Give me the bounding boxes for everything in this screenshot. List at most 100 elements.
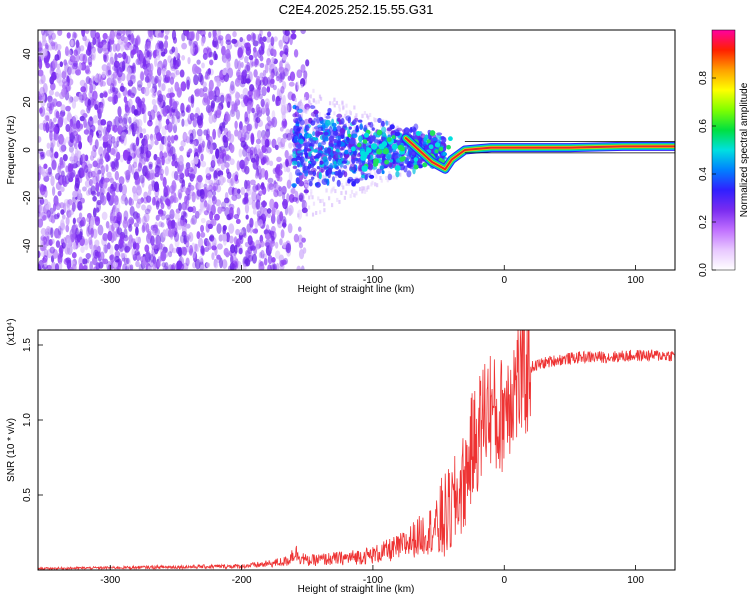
- heatmap-cell: [370, 182, 373, 187]
- heatmap-cell: [353, 126, 356, 131]
- heatmap-cell: [62, 81, 69, 88]
- snr-series: [38, 330, 675, 570]
- heatmap-cell: [246, 151, 252, 162]
- heatmap-cell: [291, 183, 297, 188]
- heatmap-cell: [225, 113, 231, 122]
- heatmap-cell: [150, 137, 154, 148]
- heatmap-cell: [314, 143, 317, 148]
- heatmap-cell: [87, 41, 92, 53]
- heatmap-cell: [40, 100, 46, 107]
- heatmap-cell: [237, 47, 243, 58]
- heatmap-cell: [252, 40, 259, 47]
- heatmap-cell: [77, 189, 82, 195]
- y-tick-label: 1.5: [22, 338, 33, 352]
- heatmap-cell: [265, 36, 271, 43]
- heatmap-cell: [51, 71, 57, 81]
- heatmap-cell: [271, 116, 278, 128]
- snr-y-multiplier: (x10⁴): [6, 318, 17, 345]
- heatmap-cell: [300, 265, 305, 270]
- heatmap-cell: [342, 185, 345, 190]
- heatmap-cell: [304, 183, 308, 188]
- heatmap-cell: [335, 100, 339, 105]
- heatmap-cell: [222, 235, 228, 246]
- heatmap-cell: [380, 178, 383, 183]
- heatmap-cell: [150, 235, 155, 246]
- x-tick-label: -300: [100, 575, 120, 586]
- heatmap-cell: [89, 261, 94, 270]
- heatmap-cell: [375, 135, 378, 140]
- heatmap-cell: [218, 174, 225, 186]
- heatmap-cell: [94, 104, 99, 110]
- heatmap-cell: [190, 159, 197, 165]
- heatmap-cell: [273, 183, 280, 191]
- y-tick-label: 40: [22, 48, 33, 60]
- heatmap-cell: [343, 195, 346, 200]
- heatmap-cell: [270, 186, 275, 192]
- heatmap-cell: [38, 213, 41, 220]
- heatmap-cell: [189, 184, 195, 191]
- heatmap-cell: [259, 240, 265, 248]
- heatmap-cell: [253, 49, 259, 59]
- heatmap-cell: [178, 202, 182, 211]
- heatmap-cell: [242, 232, 247, 239]
- x-tick-label: -200: [232, 575, 252, 586]
- heatmap-cell: [63, 117, 68, 126]
- heatmap-cell: [146, 204, 152, 212]
- heatmap-cell: [262, 36, 267, 43]
- heatmap-cell: [136, 184, 141, 191]
- heatmap-cell: [203, 202, 208, 209]
- heatmap-cell: [38, 148, 44, 155]
- heatmap-cell: [79, 237, 85, 246]
- heatmap-cell: [139, 132, 144, 139]
- heatmap-cell: [80, 86, 87, 93]
- heatmap-cell: [156, 40, 161, 50]
- heatmap-cell: [365, 186, 368, 191]
- heatmap-cell: [385, 120, 389, 126]
- heatmap-cell: [129, 30, 135, 34]
- heatmap-cell: [261, 107, 266, 115]
- heatmap-cell: [267, 264, 272, 270]
- heatmap-cell: [129, 149, 135, 158]
- heatmap-cell: [285, 160, 289, 168]
- heatmap-cell: [239, 159, 246, 170]
- heatmap-cell: [132, 62, 136, 69]
- heatmap-cell: [333, 103, 336, 108]
- heatmap-cell: [216, 223, 222, 235]
- heatmap-cell: [260, 129, 267, 139]
- heatmap-cell: [237, 131, 241, 139]
- heatmap-cell: [358, 124, 361, 129]
- heatmap-cell: [234, 244, 238, 254]
- heatmap-cell: [56, 101, 62, 108]
- heatmap-cell: [269, 78, 275, 85]
- snr-x-ticks: -300 -200 -100 0 100: [100, 565, 644, 586]
- heatmap-cell: [120, 195, 126, 205]
- heatmap-cell: [174, 160, 178, 169]
- heatmap-cell: [270, 36, 275, 47]
- heatmap-cell: [308, 195, 311, 200]
- heatmap-cell: [328, 143, 335, 148]
- heatmap-cell: [210, 100, 216, 109]
- heatmap-cell: [155, 200, 161, 208]
- heatmap-cell: [60, 219, 65, 229]
- heatmap-cell: [255, 193, 261, 203]
- heatmap-cell: [112, 191, 116, 197]
- heatmap-cell: [187, 56, 191, 65]
- heatmap-cell: [325, 115, 331, 119]
- heatmap-cell: [352, 119, 357, 126]
- heatmap-cell: [61, 242, 66, 249]
- heatmap-cell: [39, 107, 43, 114]
- heatmap-cell: [178, 163, 183, 175]
- heatmap-cell: [239, 81, 246, 88]
- heatmap-cell: [419, 159, 423, 164]
- heatmap-cell: [124, 170, 130, 176]
- heatmap-cell: [259, 36, 264, 45]
- heatmap-cell: [266, 115, 271, 122]
- heatmap-cell: [327, 196, 331, 201]
- heatmap-cell: [300, 30, 306, 35]
- heatmap-cell: [157, 209, 164, 215]
- heatmap-cell: [312, 201, 316, 206]
- heatmap-cell: [98, 146, 104, 157]
- heatmap-cell: [240, 140, 247, 148]
- heatmap-cell: [175, 69, 180, 76]
- heatmap-cell: [147, 265, 153, 270]
